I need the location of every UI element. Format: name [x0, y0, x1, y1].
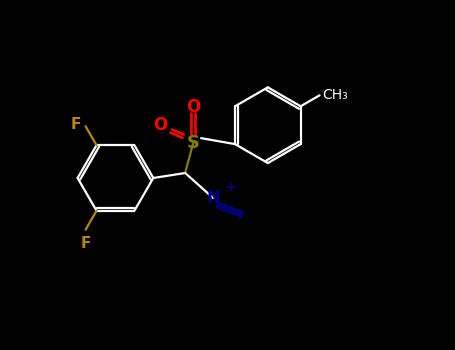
Text: F: F	[70, 117, 81, 132]
Text: S: S	[187, 134, 200, 152]
Text: O: O	[186, 98, 200, 116]
Text: O: O	[153, 116, 167, 134]
Text: +: +	[226, 181, 237, 195]
Text: N: N	[206, 189, 220, 207]
Text: CH₃: CH₃	[323, 88, 349, 102]
Text: F: F	[81, 236, 91, 251]
